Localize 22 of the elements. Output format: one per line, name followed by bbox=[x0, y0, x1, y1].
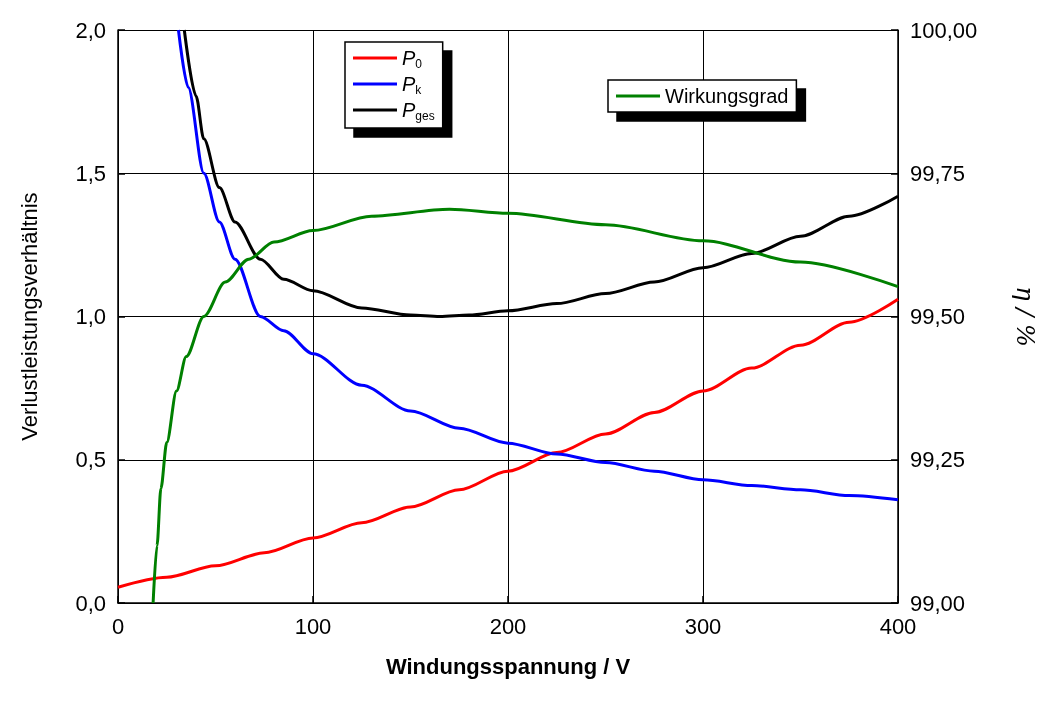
y-tick-label: 1,5 bbox=[75, 160, 106, 186]
y-axis-title: Verlustleistungsverhältnis bbox=[16, 192, 42, 441]
y2-axis-title: η / % bbox=[1011, 286, 1039, 347]
y2-tick-label: 99,00 bbox=[910, 590, 966, 616]
legend-label: Wirkungsgrad bbox=[665, 85, 789, 107]
line-series bbox=[116, 297, 900, 589]
x-tick-label: 300 bbox=[684, 613, 722, 639]
x-axis-title: Windungsspannung / V bbox=[385, 653, 631, 679]
line-series bbox=[151, 207, 900, 605]
x-tick-label: 0 bbox=[111, 613, 125, 639]
line-series bbox=[176, 28, 900, 502]
y2-tick-label: 99,50 bbox=[910, 304, 966, 329]
y2-tick-label: 99,75 bbox=[910, 160, 966, 186]
y-tick-label: 1,0 bbox=[75, 304, 106, 329]
y2-tick-label: 99,25 bbox=[910, 447, 966, 473]
y-tick-label: 0,0 bbox=[75, 590, 106, 616]
y-tick-label: 2,0 bbox=[75, 17, 106, 43]
x-tick-label: 200 bbox=[489, 613, 527, 639]
x-tick-label: 400 bbox=[879, 613, 917, 639]
x-tick-label: 100 bbox=[294, 613, 332, 639]
y2-tick-label: 100,00 bbox=[910, 17, 978, 43]
y-tick-label: 0,5 bbox=[75, 447, 106, 473]
